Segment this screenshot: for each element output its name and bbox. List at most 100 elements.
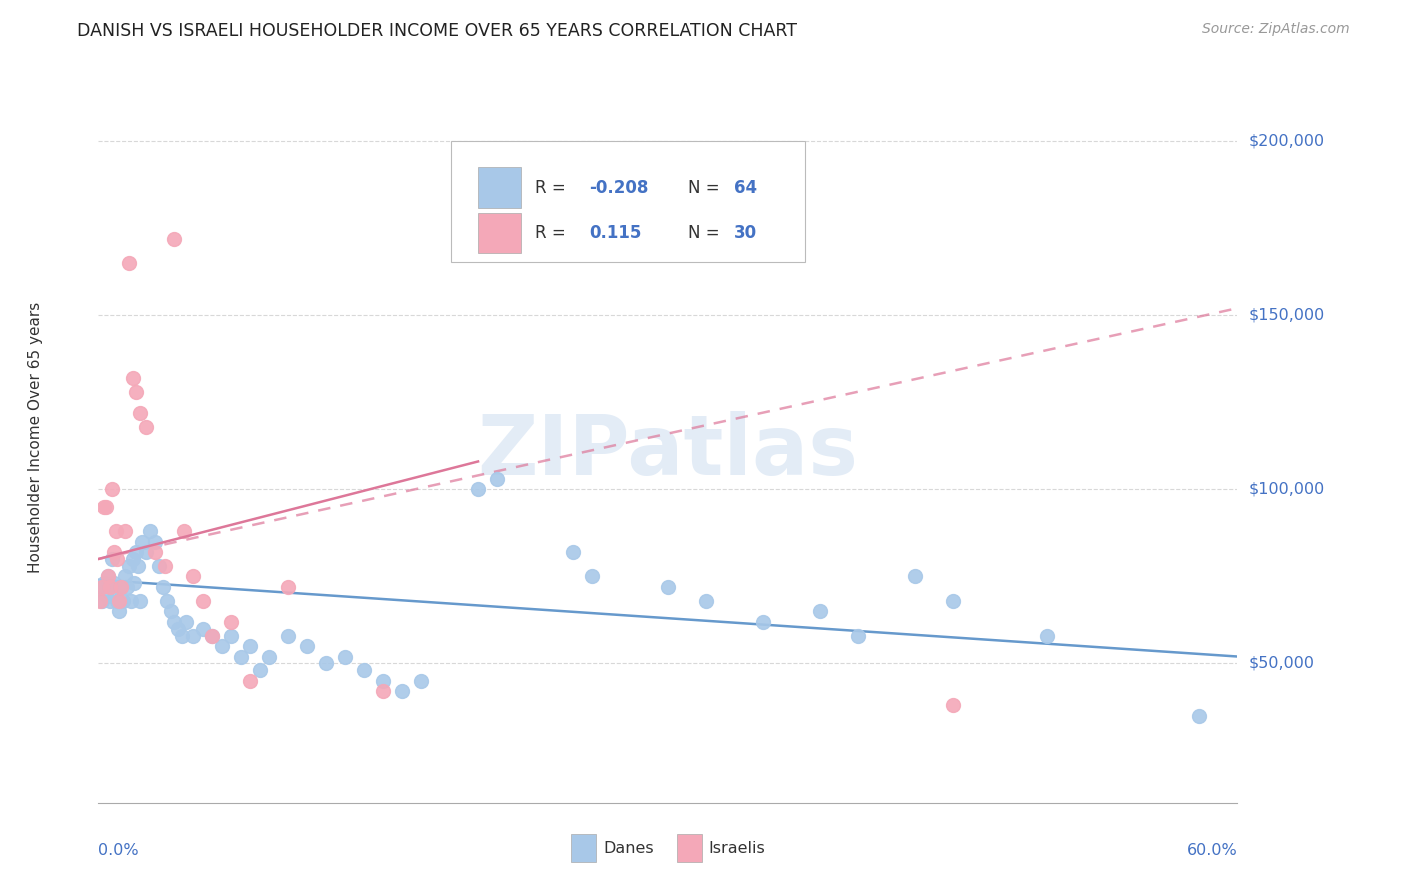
- Point: [104, 524, 127, 538]
- Point: [221, 615, 243, 629]
- Text: Israelis: Israelis: [709, 840, 766, 855]
- Point: [91, 580, 114, 594]
- Point: [1036, 629, 1059, 643]
- Point: [93, 500, 115, 514]
- Point: [277, 580, 299, 594]
- Point: [97, 569, 120, 583]
- Text: R =: R =: [534, 178, 571, 196]
- Point: [153, 558, 176, 573]
- Text: Householder Income Over 65 years: Householder Income Over 65 years: [28, 301, 44, 573]
- Point: [124, 576, 146, 591]
- Point: [174, 615, 197, 629]
- Point: [107, 594, 129, 608]
- Point: [657, 580, 679, 594]
- Point: [942, 698, 965, 713]
- Point: [94, 500, 117, 514]
- Point: [118, 256, 141, 270]
- FancyBboxPatch shape: [451, 141, 804, 261]
- Point: [191, 594, 214, 608]
- Point: [159, 604, 181, 618]
- Point: [118, 558, 141, 573]
- Text: $150,000: $150,000: [1249, 308, 1324, 323]
- Point: [695, 594, 717, 608]
- Bar: [676, 834, 702, 862]
- Point: [353, 664, 375, 678]
- Point: [942, 594, 965, 608]
- Point: [904, 569, 927, 583]
- Point: [120, 594, 142, 608]
- Point: [108, 604, 131, 618]
- Bar: [478, 168, 522, 208]
- Point: [239, 673, 262, 688]
- Point: [89, 594, 111, 608]
- Point: [115, 580, 138, 594]
- Point: [129, 594, 152, 608]
- Text: -0.208: -0.208: [589, 178, 648, 196]
- Point: [562, 545, 585, 559]
- Point: [112, 594, 135, 608]
- Text: 64: 64: [734, 178, 756, 196]
- Point: [467, 483, 489, 497]
- Point: [315, 657, 337, 671]
- Point: [201, 629, 224, 643]
- Point: [89, 580, 111, 594]
- Point: [100, 552, 122, 566]
- Point: [808, 604, 831, 618]
- Point: [229, 649, 252, 664]
- Point: [411, 673, 433, 688]
- Point: [94, 587, 117, 601]
- Point: [129, 406, 152, 420]
- Point: [125, 545, 148, 559]
- Point: [114, 524, 136, 538]
- Point: [110, 580, 132, 594]
- Point: [110, 580, 132, 594]
- Point: [131, 534, 153, 549]
- Point: [152, 580, 174, 594]
- Point: [486, 472, 509, 486]
- Point: [170, 629, 193, 643]
- Point: [93, 576, 115, 591]
- Point: [121, 371, 143, 385]
- Point: [138, 524, 160, 538]
- Point: [183, 569, 205, 583]
- Point: [183, 629, 205, 643]
- Point: [145, 545, 167, 559]
- Point: [104, 580, 127, 594]
- Point: [371, 673, 394, 688]
- Text: DANISH VS ISRAELI HOUSEHOLDER INCOME OVER 65 YEARS CORRELATION CHART: DANISH VS ISRAELI HOUSEHOLDER INCOME OVE…: [77, 22, 797, 40]
- Point: [156, 594, 179, 608]
- Bar: [571, 834, 596, 862]
- Point: [297, 639, 319, 653]
- Point: [259, 649, 281, 664]
- Point: [163, 231, 186, 245]
- Text: Danes: Danes: [603, 840, 654, 855]
- Point: [98, 580, 121, 594]
- Point: [148, 558, 170, 573]
- Text: $50,000: $50,000: [1249, 656, 1315, 671]
- Point: [1188, 708, 1211, 723]
- Point: [201, 629, 224, 643]
- Point: [249, 664, 271, 678]
- Point: [846, 629, 869, 643]
- Text: $200,000: $200,000: [1249, 134, 1324, 149]
- Point: [173, 524, 195, 538]
- Point: [371, 684, 394, 698]
- Point: [145, 534, 167, 549]
- Text: $100,000: $100,000: [1249, 482, 1324, 497]
- Text: Source: ZipAtlas.com: Source: ZipAtlas.com: [1202, 22, 1350, 37]
- Point: [114, 569, 136, 583]
- Point: [191, 622, 214, 636]
- Point: [91, 594, 114, 608]
- Text: 0.115: 0.115: [589, 224, 641, 242]
- Text: N =: N =: [689, 178, 725, 196]
- Point: [391, 684, 413, 698]
- Text: N =: N =: [689, 224, 725, 242]
- Text: ZIPatlas: ZIPatlas: [478, 411, 858, 492]
- Point: [127, 558, 149, 573]
- Point: [103, 576, 125, 591]
- Point: [211, 639, 233, 653]
- Point: [97, 569, 120, 583]
- Point: [167, 622, 190, 636]
- Point: [121, 552, 143, 566]
- Point: [752, 615, 775, 629]
